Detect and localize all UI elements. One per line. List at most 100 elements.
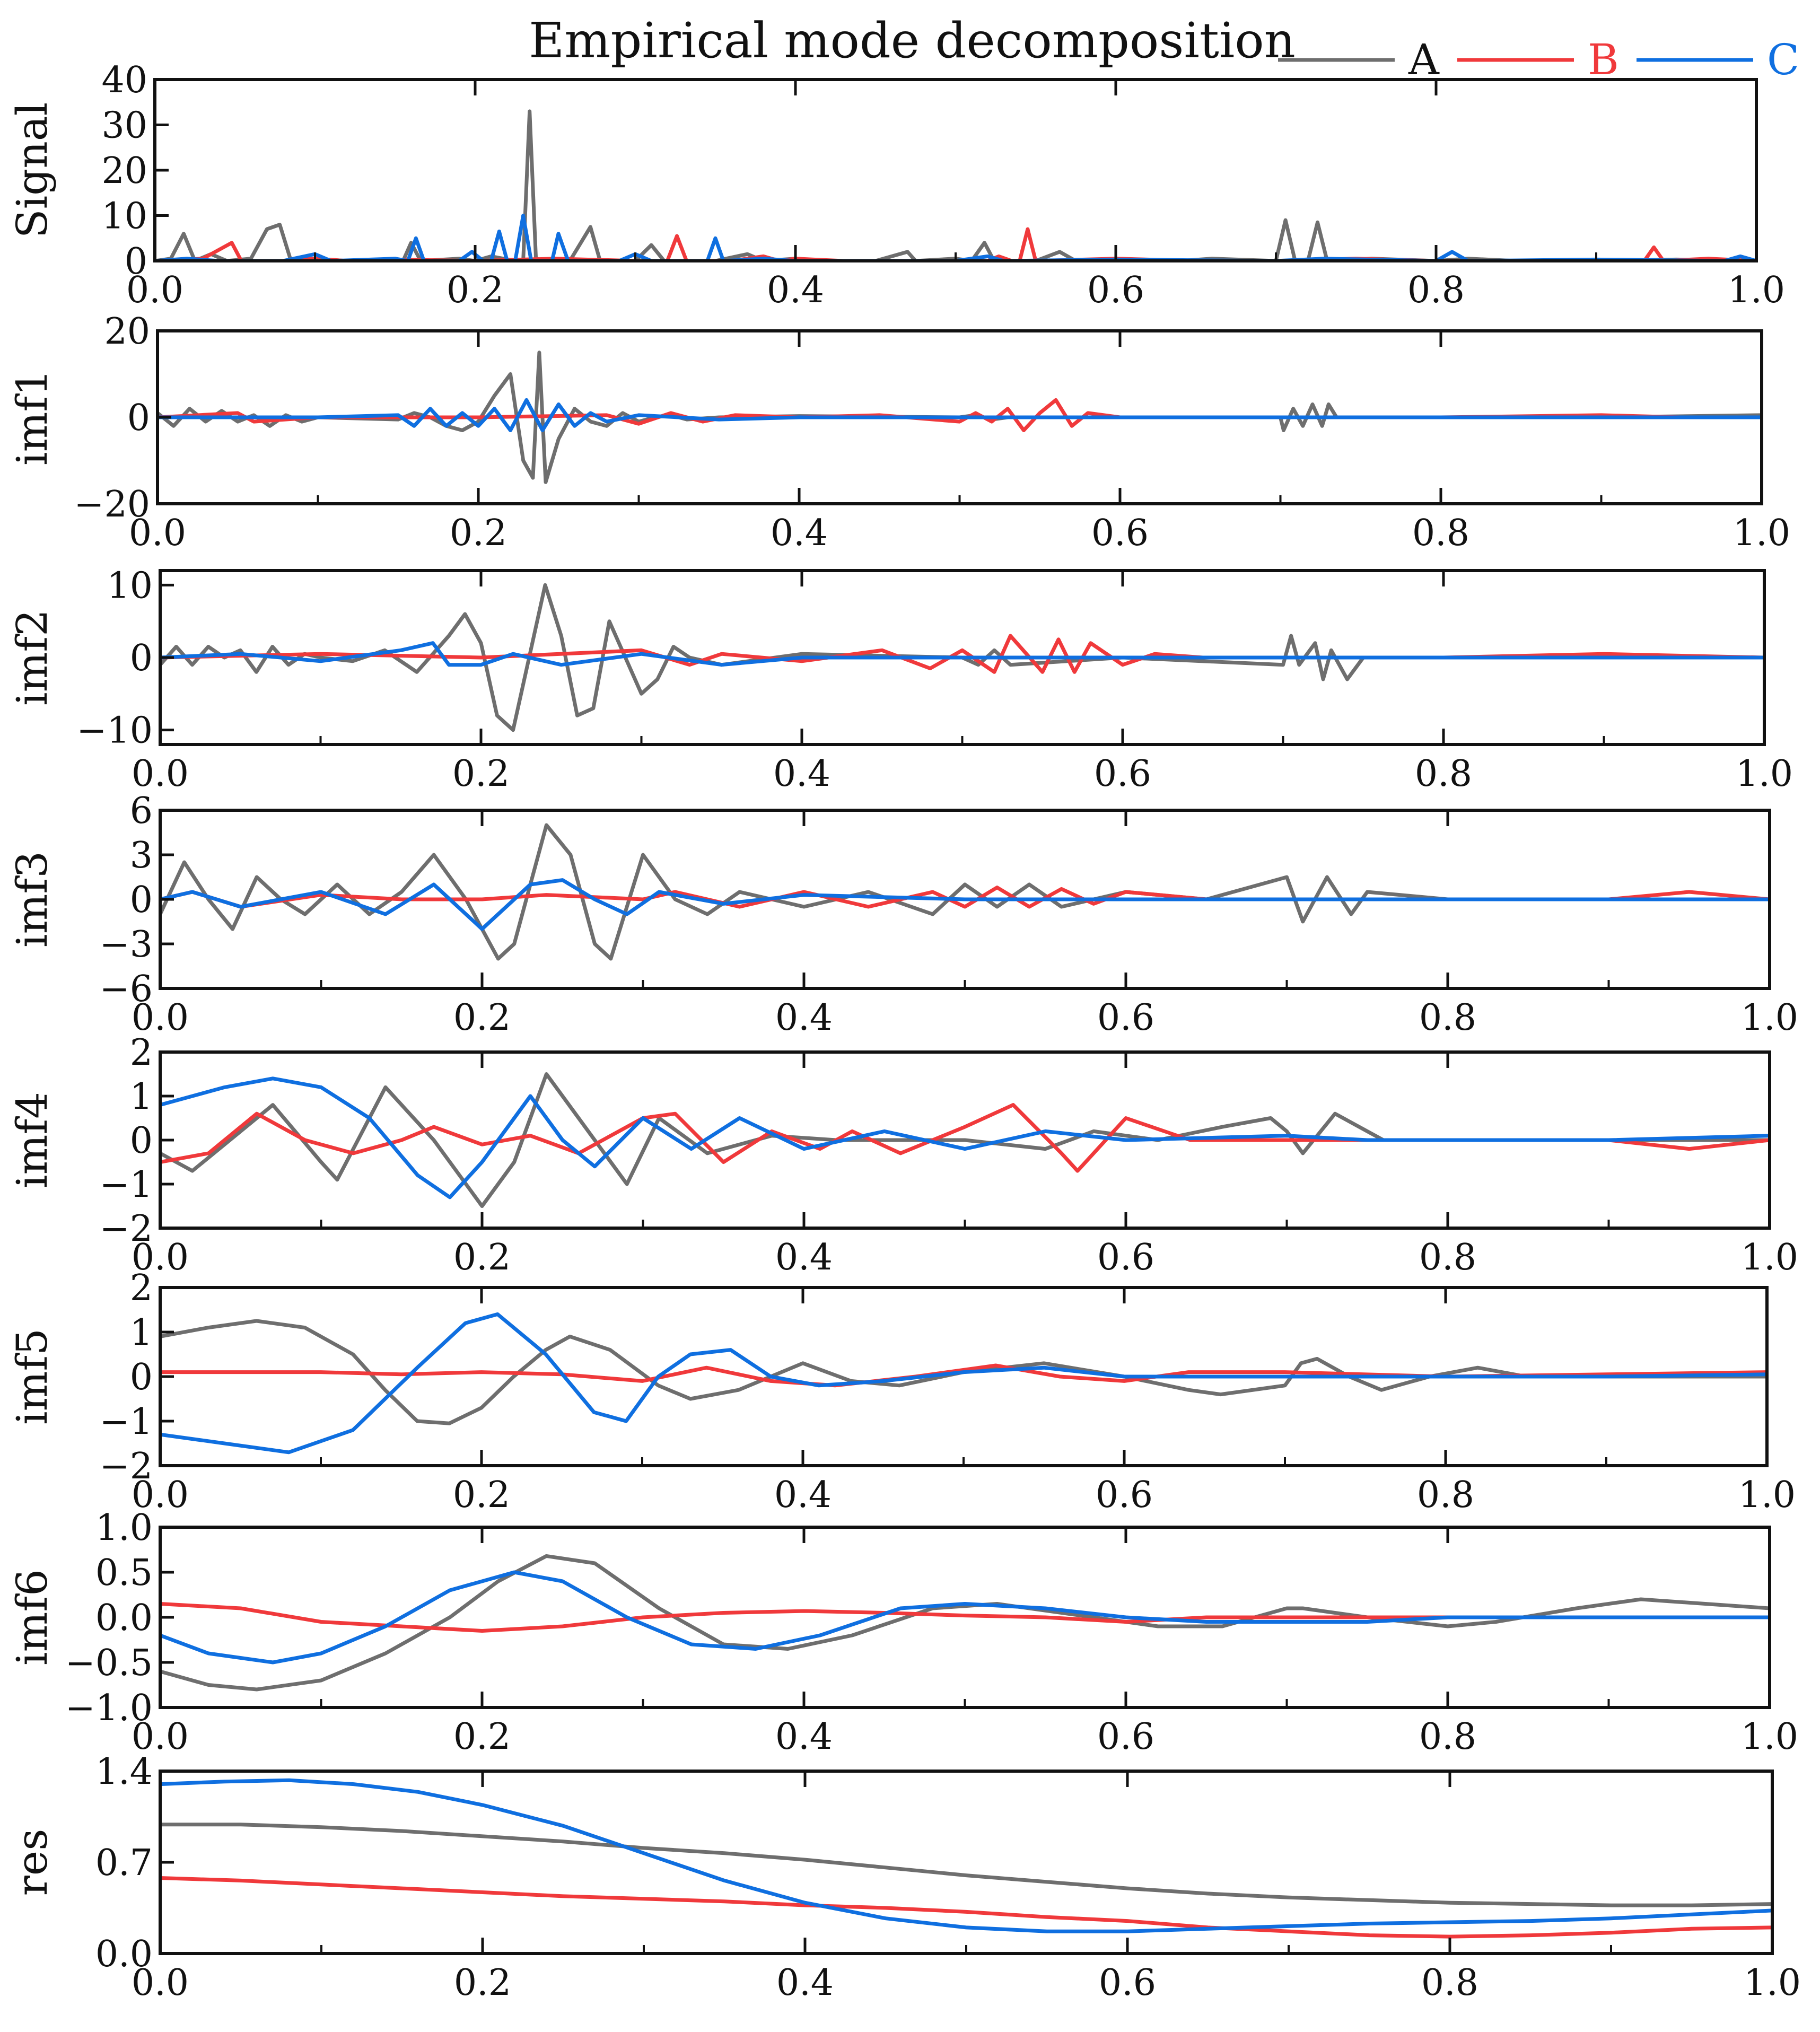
x-tick-label: 0.0	[132, 1237, 189, 1278]
x-tick-label: 0.6	[1094, 753, 1151, 795]
x-tick-label: 0.4	[773, 753, 830, 795]
y-tick-label: 2	[130, 1267, 153, 1309]
y-tick-label: 20	[101, 150, 147, 192]
series-group	[158, 351, 1762, 484]
y-tick-label: 0	[125, 241, 147, 283]
x-tick-label: 0.6	[1097, 997, 1154, 1039]
x-tick-label: 0.8	[1419, 1237, 1476, 1278]
series-a-line	[160, 1554, 1770, 1692]
x-tick-label: 0.0	[129, 512, 186, 554]
y-tick-label: −3	[100, 924, 153, 966]
x-tick-label: 0.4	[767, 269, 824, 311]
x-tick-label: 1.0	[1736, 753, 1793, 795]
y-tick-label: −20	[74, 484, 150, 525]
y-tick-label: 0	[130, 1356, 153, 1398]
series-group	[160, 583, 1764, 732]
x-tick-label: 0.2	[452, 753, 510, 795]
x-tick-label: 0.6	[1096, 1474, 1153, 1516]
x-tick-label: 0.2	[453, 1474, 510, 1516]
series-a-line	[160, 1072, 1770, 1208]
y-tick-label: 1	[130, 1312, 153, 1354]
y-tick-label: 20	[104, 311, 150, 353]
y-tick-label: 3	[130, 835, 153, 877]
y-tick-label: 0	[130, 879, 153, 921]
y-tick-label: 0.0	[95, 1597, 153, 1639]
x-tick-label: 0.8	[1419, 997, 1476, 1039]
y-tick-label: 6	[130, 790, 153, 832]
y-tick-label: 0.5	[95, 1552, 153, 1594]
x-tick-label: 0.8	[1407, 269, 1465, 311]
x-tick-label: 1.0	[1738, 1474, 1796, 1516]
x-tick-label: 0.4	[775, 1237, 833, 1278]
x-tick-label: 0.8	[1417, 1474, 1474, 1516]
x-tick-label: 0.2	[454, 1962, 511, 2004]
y-axis-label: imf3	[7, 851, 57, 948]
y-tick-label: −2	[100, 1208, 153, 1250]
x-tick-label: 0.2	[447, 269, 504, 311]
series-c-line	[160, 1570, 1770, 1665]
x-tick-label: 0.8	[1415, 753, 1472, 795]
legend-label-b: B	[1588, 35, 1619, 84]
series-c-line	[160, 1076, 1770, 1199]
panel-imf1: 0.0 0.2 0.4 0.6 0.8 1.0 −20 0 20 imf1	[7, 311, 1790, 554]
x-tick-label: 0.6	[1091, 512, 1149, 554]
legend: A B C	[1278, 35, 1799, 84]
series-b-line	[160, 1876, 1772, 1939]
y-axis-label: imf6	[7, 1569, 57, 1666]
x-tick-label: 0.2	[450, 512, 507, 554]
y-tick-label: 0.0	[95, 1933, 153, 1975]
series-c-line	[160, 1778, 1772, 1933]
y-tick-label: −6	[100, 968, 153, 1010]
x-tick-label: 0.0	[132, 1962, 189, 2004]
x-tick-label: 1.0	[1741, 1237, 1798, 1278]
y-tick-label: 30	[101, 105, 147, 147]
series-a-line	[160, 823, 1770, 961]
y-axis-label: imf1	[7, 369, 57, 466]
y-tick-label: 1.4	[95, 1751, 153, 1793]
series-group	[160, 1778, 1772, 1939]
series-c-line	[160, 641, 1764, 667]
series-group	[160, 823, 1770, 961]
x-tick-label: 0.0	[132, 1716, 189, 1758]
y-tick-label: 10	[101, 196, 147, 238]
x-tick-label: 0.0	[126, 269, 183, 311]
x-tick-label: 0.4	[771, 512, 828, 554]
y-tick-label: 0.7	[95, 1842, 153, 1884]
y-tick-label: −1	[100, 1164, 153, 1206]
series-b-line	[160, 1103, 1770, 1173]
x-tick-label: 0.8	[1419, 1716, 1476, 1758]
y-tick-label: 40	[101, 59, 147, 101]
x-tick-label: 0.0	[132, 997, 189, 1039]
x-tick-label: 0.4	[775, 1716, 833, 1758]
chart-title: Empirical mode decomposition	[529, 12, 1296, 69]
legend-label-c: C	[1767, 35, 1799, 84]
series-group	[160, 1312, 1767, 1455]
y-tick-label: −0.5	[65, 1642, 153, 1684]
y-tick-label: 0	[130, 637, 153, 679]
x-tick-label: 0.6	[1087, 269, 1144, 311]
x-tick-label: 1.0	[1733, 512, 1790, 554]
y-tick-label: 0	[130, 1120, 153, 1162]
y-tick-label: 10	[107, 565, 153, 607]
series-c-line	[160, 1312, 1767, 1455]
series-c-line	[160, 878, 1770, 931]
x-tick-label: 1.0	[1741, 1716, 1798, 1758]
y-tick-label: 2	[130, 1032, 153, 1074]
y-tick-label: 1	[130, 1076, 153, 1118]
series-a-line	[160, 583, 1764, 732]
x-tick-label: 1.0	[1744, 1962, 1801, 2004]
legend-label-a: A	[1408, 35, 1440, 84]
y-axis-label: imf4	[7, 1092, 57, 1188]
series-c-line	[155, 214, 1756, 261]
x-tick-label: 0.2	[453, 1716, 511, 1758]
series-c-line	[158, 398, 1762, 432]
x-tick-label: 0.8	[1421, 1962, 1478, 2004]
y-tick-label: 1.0	[95, 1507, 153, 1549]
x-tick-label: 0.0	[132, 753, 189, 795]
x-tick-label: 0.6	[1097, 1237, 1154, 1278]
